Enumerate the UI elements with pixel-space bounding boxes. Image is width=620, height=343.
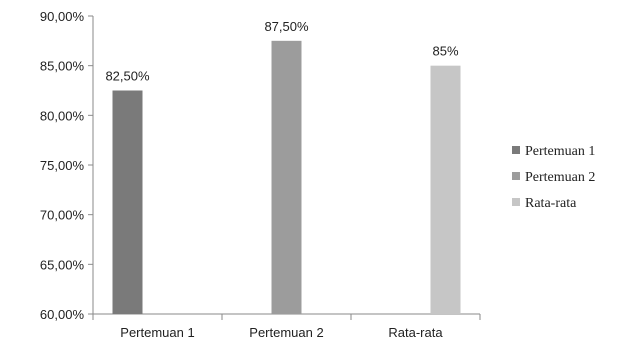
x-axis: Pertemuan 1 Pertemuan 2 Rata-rata	[92, 313, 481, 340]
data-label: 85%	[432, 44, 458, 59]
legend-swatch	[512, 172, 520, 180]
x-tick-label: Pertemuan 1	[120, 325, 194, 340]
data-labels: 82,50% 87,50% 85%	[105, 19, 458, 84]
x-tick-label: Rata-rata	[388, 325, 443, 340]
y-tick-label: 65,00%	[40, 257, 85, 272]
y-tick-label: 70,00%	[40, 208, 85, 223]
data-label: 87,50%	[264, 19, 309, 34]
data-label: 82,50%	[105, 69, 150, 84]
y-tick-label: 85,00%	[40, 59, 85, 74]
legend: Pertemuan 1 Pertemuan 2 Rata-rata	[512, 144, 595, 211]
y-tick-label: 60,00%	[40, 307, 85, 322]
bar	[430, 65, 461, 315]
x-tick-label: Pertemuan 2	[249, 325, 323, 340]
y-axis: 60,00% 65,00% 70,00% 75,00% 80,00% 85,00% 90,0…	[40, 9, 94, 322]
legend-label: Pertemuan 2	[525, 170, 595, 185]
legend-swatch	[512, 198, 520, 206]
y-tick-label: 75,00%	[40, 158, 85, 173]
bar	[271, 40, 302, 314]
bars	[112, 40, 461, 315]
legend-label: Pertemuan 1	[525, 144, 595, 159]
legend-swatch	[512, 146, 520, 154]
legend-label: Rata-rata	[525, 196, 577, 211]
y-tick-label: 80,00%	[40, 108, 85, 123]
bar	[112, 90, 143, 314]
y-tick-label: 90,00%	[40, 9, 85, 24]
